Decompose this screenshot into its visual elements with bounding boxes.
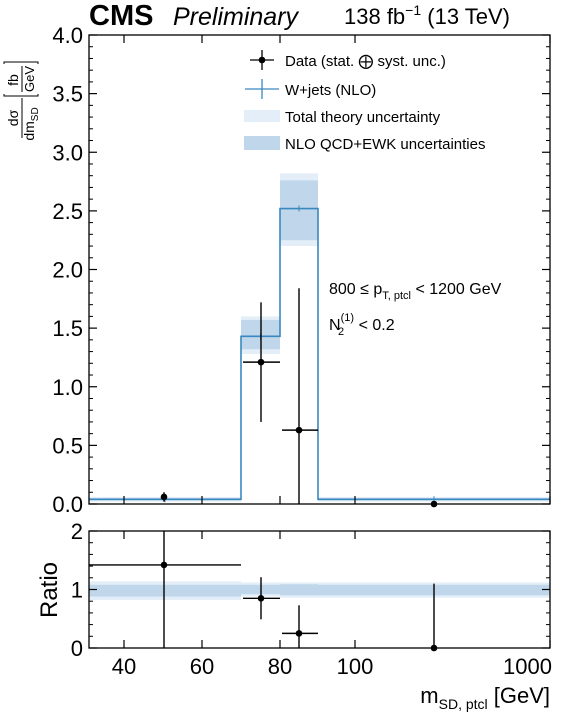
x-axis-label-base: m: [420, 683, 438, 708]
ratio-y-axis-label: Ratio: [36, 562, 63, 618]
annotation-n2-cut: N(1) 2 < 0.2: [329, 312, 395, 338]
annotation-pt-subscript: T, ptcl: [382, 290, 411, 302]
main-ytick-label-6: 3.0: [52, 140, 83, 165]
main-y-axis-label: dσ dmSD fb GeV: [3, 61, 41, 141]
experiment-label: CMS: [89, 0, 153, 32]
ylabel-denominator-text: dmSD: [21, 107, 41, 140]
lumi-prefix: 138 fb: [344, 4, 405, 29]
ratio-plot-frame: [88, 530, 551, 649]
annotation-n2-suffix: < 0.2: [354, 317, 395, 334]
legend-total-theory-swatch: [244, 110, 280, 122]
annotation-pt-suffix: < 1200 GeV: [411, 281, 502, 298]
ratio-xtick-label-2: 80: [268, 654, 292, 679]
legend-nlo-label: NLO QCD+EWK uncertainties: [285, 136, 486, 153]
main-wjets-histogram: [89, 205, 550, 503]
main-ytick-label-8: 4.0: [52, 23, 83, 48]
ratio-xtick-label-4: 1000: [503, 654, 552, 679]
ratio-data-point-0: [160, 561, 168, 569]
ylabel-denominator: dm: [21, 121, 37, 140]
ratio-nlo-band-2: [280, 584, 318, 596]
ratio-xtick-label-0: 40: [112, 654, 136, 679]
ylabel-brackets: [3, 61, 39, 97]
lumi-suffix: (13 TeV): [421, 4, 510, 29]
ratio-uncertainty-bands: [89, 581, 550, 601]
legend: Data (stat. ⨁ syst. unc.) W+jets (NLO) T…: [244, 50, 486, 153]
ylabel-unit-denominator: GeV: [22, 66, 37, 92]
main-ytick-label-7: 3.5: [52, 82, 83, 107]
main-wjets-step-line: [89, 207, 550, 501]
ratio-nlo-band-0: [89, 584, 241, 597]
ratio-ytick-label-0: 0: [71, 636, 83, 661]
main-data-point-1: [257, 358, 265, 366]
x-axis-label-unit: [GeV]: [488, 683, 550, 708]
lumi-label: 138 fb−1 (13 TeV): [344, 2, 510, 29]
main-ytick-label-4: 2.0: [52, 258, 83, 283]
main-ytick-label-5: 2.5: [52, 199, 83, 224]
legend-data-label: Data (stat. ⨁ syst. unc.): [285, 53, 446, 70]
main-ytick-label-1: 0.5: [52, 433, 83, 458]
ratio-xtick-label-1: 60: [190, 654, 214, 679]
main-ytick-label-0: 0.0: [52, 492, 83, 517]
ratio-ytick-label-2: 2: [71, 519, 83, 544]
main-uncertainty-bands: [89, 173, 550, 502]
annotation-pt-prefix: 800 ≤ p: [329, 281, 382, 298]
legend-total-theory-label: Total theory uncertainty: [285, 109, 441, 126]
ratio-xtick-label-3: 100: [337, 654, 374, 679]
legend-data-dot: [258, 56, 266, 64]
ylabel-denominator-subscript: SD: [30, 107, 41, 121]
legend-nlo-swatch: [244, 136, 280, 150]
main-ytick-label-2: 1.0: [52, 375, 83, 400]
annotation-n2-base: N: [329, 317, 341, 334]
main-data-point-0: [160, 493, 168, 501]
annotation-n2-superscript: (1): [341, 312, 354, 324]
x-axis-label: mSD, ptcl [GeV]: [420, 683, 550, 712]
ylabel-numerator: dσ: [5, 109, 21, 126]
status-label: Preliminary: [173, 3, 300, 31]
ratio-data-point-1: [257, 594, 265, 602]
main-plot-frame: [88, 34, 551, 505]
main-data-point-2: [295, 426, 303, 434]
legend-wjets-label: W+jets (NLO): [285, 82, 376, 99]
main-ytick-label-3: 1.5: [52, 316, 83, 341]
ratio-data-point-2: [295, 630, 303, 637]
ratio-ytick-label-1: 1: [71, 578, 83, 603]
annotation-n2-subscript: 2: [338, 326, 344, 338]
annotation-pt-range: 800 ≤ pT, ptcl < 1200 GeV: [329, 281, 502, 302]
main-axes: 0.0 0.5 1.0 1.5 2.0 2.5 3.0 3.5 4.0: [52, 23, 551, 517]
main-data-points: [160, 288, 438, 508]
lumi-exponent: −1: [405, 2, 421, 18]
x-axis-label-subscript: SD, ptcl: [439, 696, 488, 712]
ylabel-unit-numerator: fb: [5, 74, 21, 86]
